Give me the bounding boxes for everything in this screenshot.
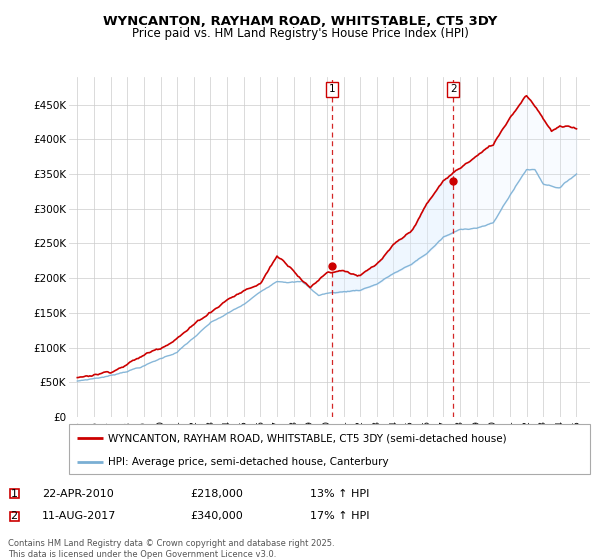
Text: WYNCANTON, RAYHAM ROAD, WHITSTABLE, CT5 3DY (semi-detached house): WYNCANTON, RAYHAM ROAD, WHITSTABLE, CT5 … [108,433,506,443]
Text: 17% ↑ HPI: 17% ↑ HPI [310,511,370,521]
Text: HPI: Average price, semi-detached house, Canterbury: HPI: Average price, semi-detached house,… [108,457,389,466]
Text: Contains HM Land Registry data © Crown copyright and database right 2025.
This d: Contains HM Land Registry data © Crown c… [8,539,335,559]
Text: 2: 2 [10,511,17,521]
FancyBboxPatch shape [10,489,19,498]
Text: Price paid vs. HM Land Registry's House Price Index (HPI): Price paid vs. HM Land Registry's House … [131,27,469,40]
Text: 1: 1 [329,84,335,94]
FancyBboxPatch shape [10,512,19,521]
Text: 2: 2 [450,84,457,94]
Text: 13% ↑ HPI: 13% ↑ HPI [310,489,370,498]
Text: 11-AUG-2017: 11-AUG-2017 [42,511,116,521]
Text: 22-APR-2010: 22-APR-2010 [42,489,114,498]
Text: WYNCANTON, RAYHAM ROAD, WHITSTABLE, CT5 3DY: WYNCANTON, RAYHAM ROAD, WHITSTABLE, CT5 … [103,15,497,28]
Text: £218,000: £218,000 [190,489,243,498]
Text: 1: 1 [11,489,17,498]
Text: £340,000: £340,000 [190,511,243,521]
